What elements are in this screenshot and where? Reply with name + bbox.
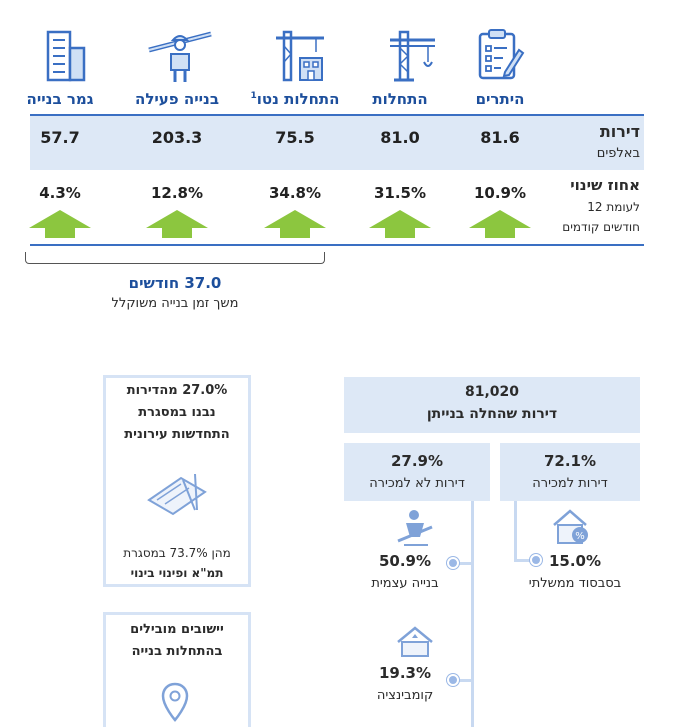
combination-label: קומבינציה [376, 688, 434, 703]
for-sale-box [500, 443, 640, 501]
starts-total-box [344, 377, 640, 433]
urban-renewal-line-2: נבנו במסגרת [138, 405, 216, 420]
apartments-row [30, 114, 644, 170]
house-percent-icon: % [550, 507, 592, 551]
starts-change: 31.5% [373, 184, 427, 202]
column-title-net-starts: התחלות נטו1 [250, 90, 340, 108]
urban-renewal-detail-1: מהן 73.7% במסגרת [123, 546, 231, 560]
net-starts-value: 75.5 [275, 128, 315, 147]
connector-line [514, 559, 534, 562]
self-build-pct: 50.9% [378, 552, 432, 570]
completions-value: 57.7 [40, 128, 80, 147]
connector-line [456, 562, 472, 565]
leading-localities-card [103, 612, 251, 727]
leading-line-2: בהתחלות בנייה [131, 644, 223, 659]
for-sale-label: דירות למכירה [532, 476, 608, 491]
completions-change: 4.3% [39, 184, 81, 202]
net-starts-change: 34.8% [268, 184, 322, 202]
starts-value: 81.0 [380, 128, 420, 147]
change-sublabel-1: לעומת 12 [587, 200, 640, 214]
crane-building-icon [245, 26, 355, 86]
change-sublabel-2: חודשים קודמים [562, 220, 640, 234]
tower-crane-icon [355, 26, 465, 86]
change-label: אחוז שינוי [570, 176, 640, 194]
up-arrow-icon [25, 208, 95, 242]
combination-pct: 19.3% [378, 664, 432, 682]
connector-line [514, 501, 517, 561]
subsidy-pct: 15.0% [548, 552, 602, 570]
active-construction-value: 203.3 [151, 128, 203, 147]
apartments-label: דירות [599, 122, 640, 141]
for-sale-pct: 72.1% [543, 452, 597, 470]
connector-line [456, 679, 472, 682]
construction-worker-icon [125, 26, 235, 86]
subsidy-label: בסבסוד ממשלתי [528, 576, 622, 591]
duration-bracket [25, 252, 325, 264]
up-arrow-icon [260, 208, 330, 242]
not-for-sale-label: דירות לא למכירה [369, 476, 465, 491]
column-title-starts: התחלות [372, 90, 428, 108]
building-icon [10, 26, 120, 86]
up-arrow-icon [142, 208, 212, 242]
connector-line [471, 501, 474, 727]
permits-change: 10.9% [473, 184, 527, 202]
not-for-sale-pct: 27.9% [390, 452, 444, 470]
self-build-icon [394, 507, 436, 551]
blueprint-icon [145, 470, 209, 524]
urban-renewal-line-3: התחדשות עירונית [124, 427, 230, 442]
urban-renewal-line-1: 27.0% מהדירות [126, 383, 228, 398]
permits-value: 81.6 [480, 128, 520, 147]
connector-dot [530, 554, 542, 566]
active-construction-change: 12.8% [150, 184, 204, 202]
clipboard-icon [445, 26, 555, 86]
connector-dot [447, 557, 459, 569]
duration-value: 37.0 חודשים [128, 274, 222, 292]
apartments-sublabel: באלפים [596, 146, 640, 161]
up-arrow-icon [365, 208, 435, 242]
column-title-active-construction: בנייה פעילה [135, 90, 219, 108]
connector-dot [447, 674, 459, 686]
column-title-permits: היתרים [475, 90, 525, 108]
not-for-sale-box [344, 443, 490, 501]
up-arrow-icon [465, 208, 535, 242]
combination-house-icon [394, 624, 436, 664]
self-build-label: בנייה עצמית [371, 576, 439, 591]
column-title-completions: גמר בנייה [26, 90, 94, 108]
starts-total-value: 81,020 [464, 384, 520, 400]
location-pin-icon [160, 682, 190, 726]
leading-line-1: יישובים מובילים [130, 622, 224, 637]
duration-label: משך זמן בנייה משוקלל [111, 296, 239, 311]
table-bottom-rule [30, 244, 644, 246]
svg-text:%: % [575, 531, 585, 542]
urban-renewal-detail-2: תמ"א ופינוי בינוי [130, 566, 224, 580]
starts-total-label: דירות שהחלה בנייתן [426, 406, 558, 422]
